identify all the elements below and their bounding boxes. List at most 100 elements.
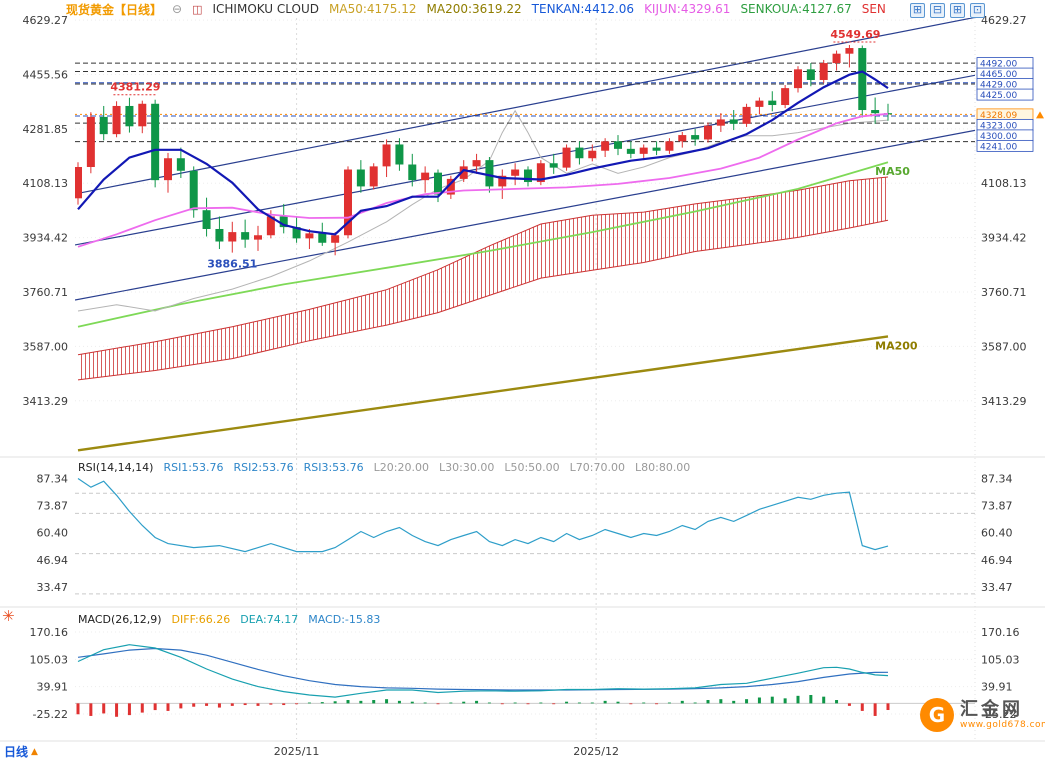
candle: [742, 106, 751, 124]
candle: [292, 227, 301, 239]
candle: [228, 232, 237, 242]
macd-axis-label: 105.03: [981, 653, 1020, 666]
y-axis-label: 3760.71: [23, 286, 69, 299]
ma50-value-label: MA50:4175.12: [329, 2, 417, 16]
candle: [343, 169, 352, 236]
y-axis-label: 3760.71: [981, 286, 1027, 299]
svg-text:4328.09: 4328.09: [980, 111, 1017, 121]
candle: [305, 233, 314, 239]
dea-value-label: DEA:74.17: [240, 613, 299, 626]
candle: [588, 150, 597, 159]
svg-text:4465.00: 4465.00: [980, 70, 1017, 80]
rsi-title: RSI(14,14,14): [78, 461, 154, 474]
candle: [806, 69, 815, 80]
svg-text:4492.00: 4492.00: [980, 60, 1017, 70]
y-axis-label: 3934.42: [23, 232, 69, 245]
price-arrow-icon: [1036, 111, 1044, 119]
candle: [691, 135, 700, 140]
candle: [652, 147, 661, 151]
ma50-line: [77, 161, 889, 328]
candle: [395, 144, 404, 165]
y-axis-label: 3413.29: [981, 395, 1027, 408]
y-axis-label: 4455.56: [23, 68, 69, 81]
rsi1-value-label: RSI1:53.76: [163, 461, 224, 474]
candle: [498, 175, 507, 187]
candle: [703, 125, 712, 140]
study-icon: ◫: [192, 2, 203, 16]
candle: [768, 100, 777, 106]
y-axis-label: 3934.42: [981, 232, 1027, 245]
svg-text:4323.00: 4323.00: [980, 121, 1017, 131]
macd-axis-label: 105.03: [30, 653, 69, 666]
rsi-axis-label: 33.47: [37, 581, 69, 594]
candle: [523, 169, 532, 183]
rsi-axis-label: 46.94: [37, 554, 69, 567]
rsi-axis-label: 73.87: [37, 500, 69, 513]
collapse-icon[interactable]: ⊖: [172, 2, 183, 16]
macd-value-label: MACD:-15.83: [308, 613, 381, 626]
main-chart-layer: [75, 18, 975, 452]
candle: [369, 166, 378, 187]
macd-axis-label: 170.16: [30, 626, 69, 639]
svg-text:4300.00: 4300.00: [980, 132, 1017, 142]
rsi-axis-label: 87.34: [37, 472, 69, 485]
candle: [472, 160, 481, 167]
candle: [266, 216, 275, 236]
site-logo: G 汇金网 www.gold678.com: [920, 698, 1045, 732]
symbol-title[interactable]: 现货黄金【日线】: [66, 2, 163, 17]
rsi-axis-label: 87.34: [981, 472, 1013, 485]
candlesticks: [75, 45, 892, 256]
candle: [793, 69, 802, 89]
candle: [871, 110, 880, 114]
candle: [125, 105, 134, 127]
candle: [459, 166, 468, 179]
candle: [215, 228, 224, 242]
candle: [729, 119, 738, 124]
logo-icon: G: [920, 698, 954, 732]
y-axis-label: 3587.00: [23, 340, 69, 353]
candle: [562, 147, 571, 168]
fullscreen-icon[interactable]: ⊡: [970, 3, 985, 18]
candle: [575, 147, 584, 159]
trend-channel-line: [75, 74, 975, 246]
x-axis-label: 2025/11: [274, 745, 320, 758]
y-axis-label: 4108.13: [981, 177, 1027, 190]
macd-axis-label: 39.91: [37, 681, 69, 694]
candle: [781, 88, 790, 106]
candle: [151, 103, 160, 181]
dea-line: [77, 647, 889, 691]
candle: [112, 105, 121, 135]
l70-level-label: L70:70.00: [569, 461, 625, 474]
timeframe-selector[interactable]: 日线 ▲: [4, 743, 38, 760]
grid-layout-icon[interactable]: ⊞: [950, 3, 965, 18]
candle: [678, 135, 687, 142]
trend-channel-line: [75, 129, 975, 301]
senkoub-value-label: SEN: [861, 2, 886, 16]
rsi-line: [77, 478, 889, 553]
l30-level-label: L30:30.00: [439, 461, 495, 474]
settings-icon[interactable]: ✳: [2, 607, 15, 625]
candle: [279, 216, 288, 228]
candle: [176, 158, 185, 171]
price-tag: [976, 88, 1034, 101]
candle: [845, 48, 854, 54]
y-axis-label: 4281.85: [23, 123, 69, 136]
candle: [356, 169, 365, 187]
kijun-line: [77, 112, 889, 248]
candle: [253, 235, 262, 240]
candle: [189, 170, 198, 211]
kijun-value-label: KIJUN:4329.61: [644, 2, 731, 16]
line-label: MA50: [875, 165, 910, 178]
l50-level-label: L50:50.00: [504, 461, 560, 474]
compare-icon[interactable]: ⊟: [930, 3, 945, 18]
price-tag: [976, 139, 1034, 152]
timeframe-label: 日线: [4, 745, 29, 759]
split-view-icon[interactable]: ⊞: [910, 3, 925, 18]
candle: [318, 233, 327, 243]
macd-axis-label: 170.16: [981, 626, 1020, 639]
candle: [202, 210, 211, 229]
candle: [858, 48, 867, 111]
svg-text:4425.00: 4425.00: [980, 91, 1017, 101]
x-axis-label: 2025/12: [573, 745, 619, 758]
